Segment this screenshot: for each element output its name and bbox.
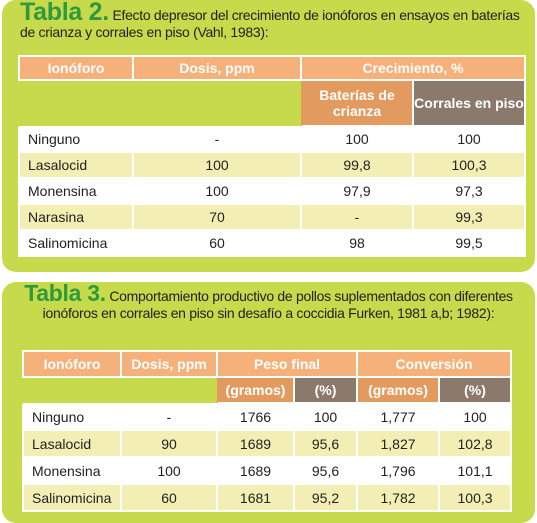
table-cell: 97,9 <box>300 177 414 205</box>
header-cell: Peso final <box>215 350 359 378</box>
table-cell: 1,796 <box>356 456 441 485</box>
table-cell: Lasalocid <box>18 151 134 179</box>
table-cell: - <box>300 203 414 231</box>
table-row: Lasalocid 90 1689 95,6 1,827 102,8 <box>22 429 513 458</box>
table-cell: 70 <box>132 203 302 231</box>
table-cell: 100 <box>120 456 218 485</box>
table-cell: 98 <box>300 229 414 257</box>
caption: Tabla 3. Comportamiento productivo de po… <box>10 282 527 322</box>
table-cell: 101,1 <box>438 456 513 485</box>
table-cell: 99,8 <box>300 151 414 179</box>
table-cell: Monensina <box>18 177 134 205</box>
table-cell: Lasalocid <box>22 429 122 458</box>
subheader-cell: (%) <box>438 376 513 404</box>
table-cell: 99,3 <box>411 203 527 231</box>
table-row: Salinomicina 60 1681 95,2 1,782 100,3 <box>22 483 513 512</box>
table-cell: Salinomicina <box>22 483 122 512</box>
table-cell: 1,782 <box>356 483 441 512</box>
subheader-cell: (gramos) <box>216 376 295 404</box>
table-cell: 100 <box>300 125 414 153</box>
table-cell: 102,8 <box>438 429 513 458</box>
table-cell: 1681 <box>216 483 295 512</box>
table-cell: 95,2 <box>292 483 359 512</box>
table-cell: 100 <box>411 125 527 153</box>
table-row: Ninguno -100 100 <box>18 125 527 153</box>
table-cell: 100 <box>438 402 513 431</box>
table: Ionóforo Dosis, ppm Peso final Conversión (… <box>22 350 513 512</box>
table-cell: 1689 <box>216 429 295 458</box>
table-cell: Ninguno <box>18 125 134 153</box>
header-cell: Dosis, ppm <box>132 55 302 81</box>
table-cell: Ninguno <box>22 402 122 431</box>
table-cell: 100,3 <box>438 483 513 512</box>
header-cell: Crecimiento, % <box>299 55 527 81</box>
table-row: Narasina 70-99,3 <box>18 203 527 231</box>
table-cell: Salinomicina <box>18 229 134 257</box>
table-cell: 60 <box>120 483 218 512</box>
header-cell: Dosis, ppm <box>120 350 218 378</box>
table-cell: 100,3 <box>411 151 527 179</box>
table-cell: 90 <box>120 429 218 458</box>
subheader-cell: (%) <box>292 376 359 404</box>
caption-text: Efecto depresor del crecimiento de ionóf… <box>20 7 520 40</box>
table-cell: 60 <box>132 229 302 257</box>
table-box: Tabla 2. Efecto depresor del crecimiento… <box>2 0 535 272</box>
table-cell: 100 <box>132 177 302 205</box>
caption: Tabla 2. Efecto depresor del crecimiento… <box>20 0 520 41</box>
table-cell: 95,6 <box>292 456 359 485</box>
table-cell: 1766 <box>216 402 295 431</box>
table-cell: 100 <box>292 402 359 431</box>
subheader-cell: (gramos) <box>356 376 441 404</box>
table-label: Tabla 3. <box>24 280 106 306</box>
table-cell: - <box>132 125 302 153</box>
table-cell: - <box>120 402 218 431</box>
table-row: Lasalocid 100 99,8 100,3 <box>18 151 527 179</box>
table-cell: 95,6 <box>292 429 359 458</box>
subheader-cell: Baterías de crianza <box>300 79 414 127</box>
header-cell: Ionóforo <box>18 55 134 81</box>
table-row: Salinomicina 60 98 99,5 <box>18 229 527 257</box>
table-cell: 1689 <box>216 456 295 485</box>
header-cell: Conversión <box>356 350 513 378</box>
table-label: Tabla 2. <box>20 0 109 26</box>
table-row: Monensina 100 97,9 97,3 <box>18 177 527 205</box>
table-cell: Monensina <box>22 456 122 485</box>
table-cell: 1,827 <box>356 429 441 458</box>
header-cell: Ionóforo <box>22 350 122 378</box>
table-cell: 99,5 <box>411 229 527 257</box>
table-cell: 100 <box>132 151 302 179</box>
subheader-cell: Corrales en piso <box>411 79 527 127</box>
table-cell: Narasina <box>18 203 134 231</box>
table-cell: 97,3 <box>411 177 527 205</box>
table-row: Monensina 100 1689 95,6 1,796 101,1 <box>22 456 513 485</box>
table-row: Ninguno -1766 100 1,777 100 <box>22 402 513 431</box>
caption-text: Comportamiento productivo de pollos supl… <box>42 288 513 321</box>
table-cell: 1,777 <box>356 402 441 431</box>
table: Ionóforo Dosis, ppm Crecimiento, % Batería… <box>18 55 527 257</box>
